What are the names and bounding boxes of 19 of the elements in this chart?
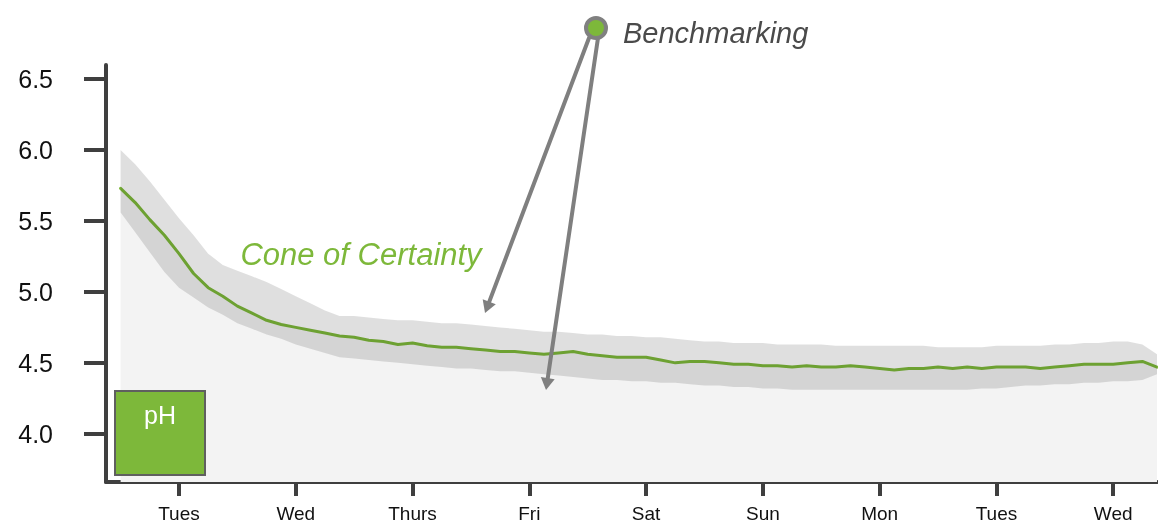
label-box: pH xyxy=(114,390,206,476)
x-tick-label: Wed xyxy=(1093,503,1133,524)
y-tick-label: 6.5 xyxy=(18,65,53,94)
x-tick-label: Tues xyxy=(158,503,200,524)
y-tick-label: 6.0 xyxy=(18,136,53,165)
text: Benchmarking xyxy=(623,17,809,49)
y-tick-label: 4.0 xyxy=(18,419,53,448)
y-tick-label: 5.0 xyxy=(18,277,53,306)
x-tick-label: Mon xyxy=(861,503,899,524)
x-tick-label: Fri xyxy=(518,503,541,524)
y-tick-label: 4.5 xyxy=(18,348,53,377)
annotation: Cone of Certainty xyxy=(240,236,485,272)
x-tick-label: Wed xyxy=(276,503,316,524)
x-tick-label: Tues xyxy=(975,503,1018,524)
x-tick-label: Sat xyxy=(631,503,662,524)
y-tick-label: 5.5 xyxy=(18,207,53,236)
x-tick-label: Thurs xyxy=(388,503,437,524)
x-tick-label: Sun xyxy=(745,503,780,524)
y-axis-title: pH xyxy=(144,401,176,429)
